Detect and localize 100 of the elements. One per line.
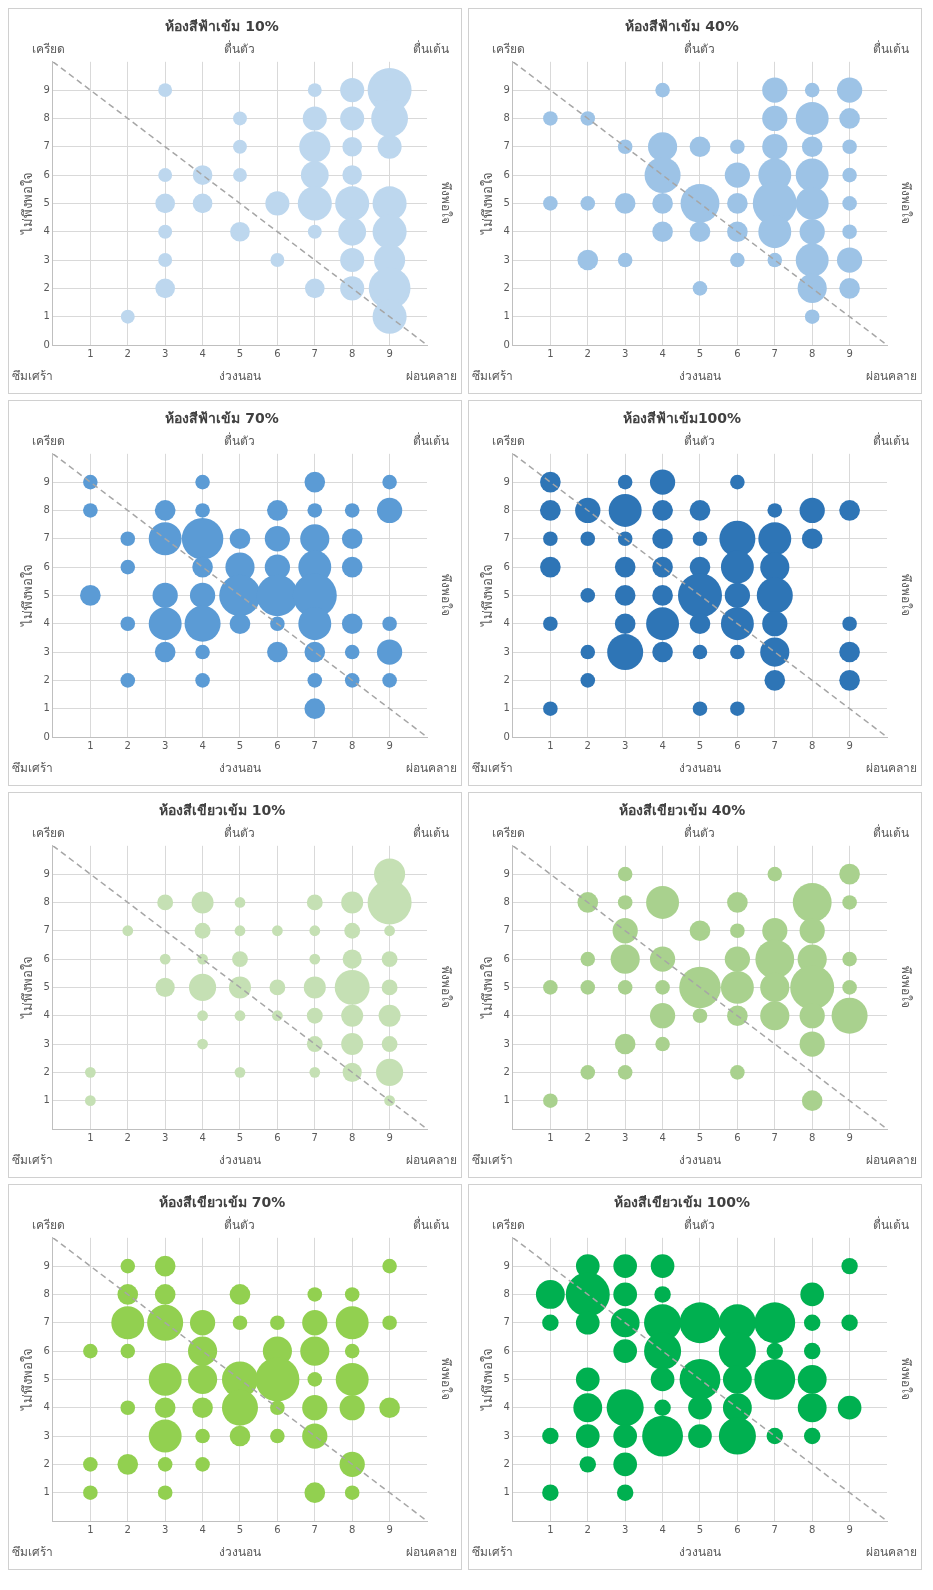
y-tick-label: 5	[503, 980, 510, 992]
y-tick-label: 4	[503, 225, 510, 237]
y2-axis-title: พึงพอใจ	[438, 966, 453, 1009]
x-tick-label: 4	[659, 739, 666, 751]
x-tick-label: 6	[274, 1131, 281, 1143]
y-tick-label: 4	[503, 617, 510, 629]
chart-title: ห้องสีฟ้าเข้ม 70%	[165, 410, 279, 427]
y-tick-label: 6	[43, 952, 50, 964]
text: ผ่อนคลาย	[405, 1545, 457, 1560]
text: ตื่นเต้น	[413, 823, 449, 840]
x2-axis-title: ตื่นตัว	[224, 823, 256, 840]
y2-axis-title: พึงพอใจ	[438, 574, 453, 617]
x-tick-label: 3	[621, 1131, 629, 1143]
x2-axis-title: ตื่นตัว	[684, 823, 716, 840]
chart-title: ห้องสีฟ้าเข้ม 40%	[625, 18, 739, 35]
x-tick-label: 7	[311, 739, 318, 751]
x-tick-label: 1	[87, 1131, 94, 1143]
y-tick-label: 2	[43, 1457, 50, 1469]
chart-title: ห้องสีฟ้าเข้ม100%	[622, 410, 742, 427]
y-tick-label: 2	[43, 1065, 50, 1077]
x-tick-label: 5	[696, 1523, 704, 1535]
y-tick-label: 8	[43, 1288, 50, 1300]
x-tick-label: 9	[846, 347, 853, 359]
y-tick-label: 6	[503, 1344, 510, 1356]
y-tick-label: 7	[503, 140, 510, 152]
text: ตื่นเต้น	[413, 1215, 449, 1232]
x-tick-label: 2	[584, 1523, 591, 1535]
y-tick-label: 3	[43, 645, 50, 657]
x-tick-label: 2	[584, 739, 591, 751]
y-tick-label: 9	[503, 83, 510, 95]
y-tick-label: 4	[43, 225, 50, 237]
x-tick-label: 5	[696, 347, 704, 359]
text: ซึมเศร้า	[12, 1545, 54, 1560]
x-tick-label: 1	[547, 1131, 554, 1143]
x-tick-label: 1	[87, 1523, 94, 1535]
y-tick-label: 2	[503, 281, 510, 293]
x-tick-label: 2	[124, 739, 131, 751]
x-tick-label: 6	[734, 1523, 741, 1535]
text: ผ่อนคลาย	[865, 1545, 917, 1560]
y-tick-label: 1	[503, 1094, 510, 1106]
y2-axis-title: พึงพอใจ	[898, 1358, 913, 1401]
chart-title: ห้องสีเขียวเข้ม 70%	[158, 1194, 286, 1211]
x-tick-label: 4	[659, 347, 666, 359]
text: ซึมเศร้า	[472, 1545, 514, 1560]
text: เครียด	[492, 1217, 526, 1232]
y-tick-label: 9	[503, 867, 510, 879]
x-tick-label: 7	[771, 739, 778, 751]
text: ตื่นเต้น	[413, 39, 449, 56]
x2-axis-title: ตื่นตัว	[684, 39, 716, 56]
x-tick-label: 6	[274, 1523, 281, 1535]
chart-title: ห้องสีฟ้าเข้ม 10%	[165, 18, 279, 35]
y-axis-title: ไม่พึงพอใจ	[20, 1348, 36, 1412]
y-axis-title: ไม่พึงพอใจ	[480, 1348, 496, 1412]
x-tick-label: 2	[584, 1131, 591, 1143]
x-tick-label: 8	[349, 1523, 356, 1535]
y-tick-label: 9	[43, 1259, 50, 1271]
y-tick-label: 4	[503, 1009, 510, 1021]
x-tick-label: 6	[734, 347, 741, 359]
y-tick-label: 0	[503, 338, 510, 350]
y-axis-title: ไม่พึงพอใจ	[480, 956, 496, 1020]
text: เครียด	[492, 825, 526, 840]
y-tick-label: 8	[503, 1288, 510, 1300]
text: ซึมเศร้า	[12, 761, 54, 776]
text: ผ่อนคลาย	[865, 369, 917, 384]
y-axis-title: ไม่พึงพอใจ	[20, 172, 36, 236]
y-tick-label: 6	[503, 952, 510, 964]
x-axis-title: ง่วงนอน	[678, 1545, 721, 1560]
y2-axis-title: พึงพอใจ	[898, 574, 913, 617]
y-tick-label: 6	[503, 168, 510, 180]
y-tick-label: 4	[43, 1401, 50, 1413]
y-tick-label: 0	[43, 730, 50, 742]
x-tick-label: 2	[584, 347, 591, 359]
y-tick-label: 6	[43, 168, 50, 180]
text: เครียด	[32, 433, 66, 448]
y-tick-label: 5	[43, 1372, 50, 1384]
y-tick-label: 2	[43, 673, 50, 685]
y-tick-label: 2	[503, 673, 510, 685]
y-axis-title: ไม่พึงพอใจ	[20, 956, 36, 1020]
x-tick-label: 4	[199, 1523, 206, 1535]
y-tick-label: 8	[43, 112, 50, 124]
x2-axis-title: ตื่นตัว	[684, 431, 716, 448]
x-tick-label: 1	[547, 739, 554, 751]
y-tick-label: 3	[43, 1429, 50, 1441]
y-tick-label: 9	[43, 83, 50, 95]
x-tick-label: 7	[311, 1523, 318, 1535]
y-tick-label: 8	[503, 504, 510, 516]
text: ตื่นเต้น	[873, 431, 909, 448]
x-tick-label: 1	[547, 347, 554, 359]
y-tick-label: 7	[43, 1316, 50, 1328]
y-tick-label: 5	[503, 588, 510, 600]
x-tick-label: 3	[621, 1523, 629, 1535]
x-axis-title: ง่วงนอน	[678, 1153, 721, 1168]
x-tick-label: 5	[236, 347, 244, 359]
y2-axis-title: พึงพอใจ	[898, 966, 913, 1009]
y-tick-label: 9	[43, 475, 50, 487]
x-tick-label: 9	[846, 1523, 853, 1535]
x2-axis-title: ตื่นตัว	[684, 1215, 716, 1232]
x-tick-label: 4	[659, 1523, 666, 1535]
text: เครียด	[492, 41, 526, 56]
x2-axis-title: ตื่นตัว	[224, 1215, 256, 1232]
